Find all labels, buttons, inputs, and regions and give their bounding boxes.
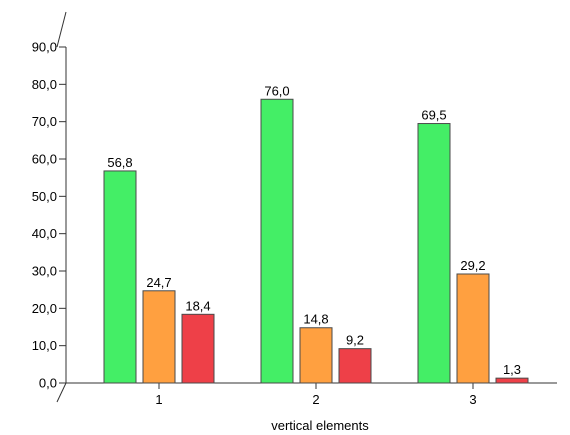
data-label: 29,2 [460,258,485,273]
data-label: 1,3 [503,362,521,377]
bar [495,377,529,384]
data-label: 14,8 [303,312,328,327]
data-label: 9,2 [346,333,364,348]
y-tick-label: 0,0 [39,376,57,391]
bar [417,123,451,384]
x-tick-label: 1 [155,392,162,407]
y-tick-label: 10,0 [32,338,57,353]
bar [338,348,372,384]
bar [299,327,333,384]
y-tick-label: 60,0 [32,152,57,167]
bar [142,290,176,384]
y-tick-label: 30,0 [32,264,57,279]
x-tick-label: 3 [469,392,476,407]
bar [181,313,215,384]
data-label: 18,4 [185,298,210,313]
y-ticks: 0,0 10,0 20,0 30,0 40,0 50,0 60,0 70,0 80,0 90,0 [32,40,66,391]
x-ticks: 1 2 3 [155,383,477,407]
x-axis: 1 2 3 vertical elements [66,382,557,433]
y-tick-label: 50,0 [32,189,57,204]
y-axis: 0,0 10,0 20,0 30,0 40,0 50,0 60,0 70,0 80,0 90,0 [32,11,67,403]
data-label: 76,0 [264,83,289,98]
y-tick-label: 90,0 [32,40,57,55]
x-axis-title: vertical elements [271,418,369,433]
data-label: 56,8 [107,155,132,170]
data-label: 69,5 [421,108,446,123]
bars: 56,8 24,7 18,4 76,0 14,8 9,2 69,5 29,2 1,3 [103,83,529,384]
y-tick-label: 80,0 [32,77,57,92]
y-axis-top-diagonal [56,11,67,48]
bar [456,273,490,384]
y-tick-label: 20,0 [32,301,57,316]
x-tick-label: 2 [312,392,319,407]
y-axis-bottom-diagonal [56,382,67,403]
bar [260,98,294,384]
y-tick-label: 40,0 [32,226,57,241]
bar [103,170,137,384]
y-tick-label: 70,0 [32,114,57,129]
data-label: 24,7 [146,275,171,290]
